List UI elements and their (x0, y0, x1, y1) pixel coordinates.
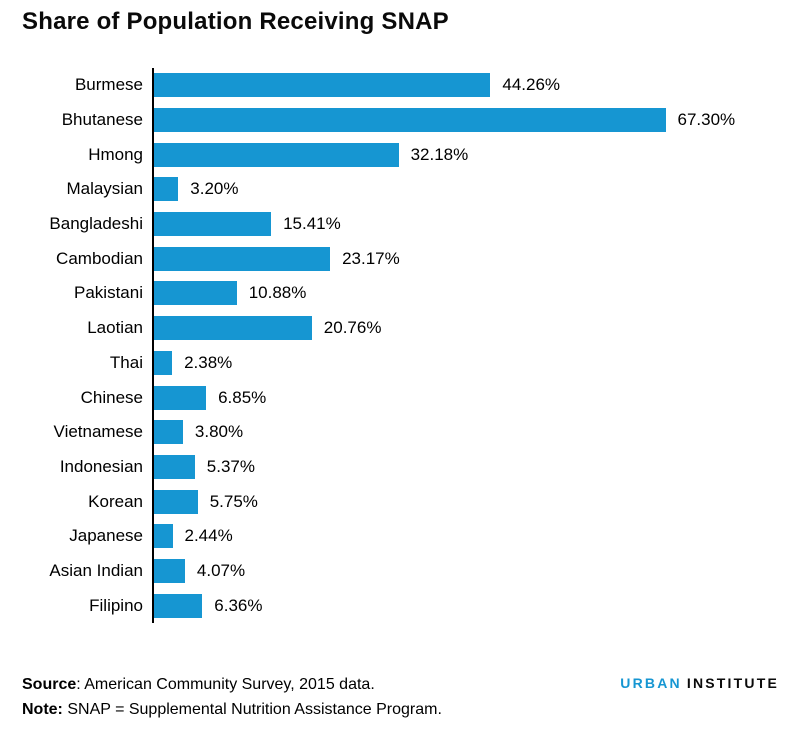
note-label: Note: (22, 701, 63, 718)
value-label: 67.30% (677, 110, 736, 130)
chart-row: Bhutanese 67.30% (22, 102, 778, 138)
value-label: 20.76% (323, 318, 382, 338)
note-text: SNAP = Supplemental Nutrition Assistance… (62, 701, 442, 718)
logo-urban: URBAN (620, 675, 682, 691)
category-label: Malaysian (66, 179, 143, 199)
value-label: 3.20% (190, 179, 239, 199)
category-label: Pakistani (74, 283, 143, 303)
chart-row: Asian Indian 4.07% (22, 553, 778, 589)
value-label: 2.38% (184, 352, 233, 372)
source-text: : American Community Survey, 2015 data. (76, 676, 375, 693)
footer-notes: Source: American Community Survey, 2015 … (22, 672, 442, 722)
chart-row: Thai 2.38% (22, 345, 778, 381)
value-label: 5.75% (209, 491, 258, 511)
urban-institute-logo: URBAN INSTITUTE (620, 675, 779, 691)
category-label: Laotian (87, 318, 143, 338)
category-label: Bhutanese (61, 110, 143, 130)
logo-institute: INSTITUTE (686, 675, 779, 691)
chart-row: Japanese 2.44% (22, 518, 778, 554)
category-label: Burmese (74, 75, 143, 95)
category-label: Japanese (69, 526, 143, 546)
bar-cell: 3.80% (152, 414, 778, 450)
chart-row: Malaysian 3.20% (22, 172, 778, 207)
category-label: Vietnamese (53, 422, 143, 442)
bar-cell: 6.85% (152, 380, 778, 415)
chart-row: Pakistani 10.88% (22, 276, 778, 311)
bar-cell: 15.41% (152, 206, 778, 242)
bar-cell: 44.26% (152, 68, 778, 103)
bar (154, 420, 183, 445)
category-label: Filipino (89, 595, 143, 615)
chart-row: Laotian 20.76% (22, 310, 778, 346)
category-label: Asian Indian (49, 560, 143, 580)
category-label: Hmong (88, 144, 143, 164)
category-label: Bangladeshi (49, 214, 143, 234)
chart-row: Burmese 44.26% (22, 68, 778, 103)
chart-row: Vietnamese 3.80% (22, 414, 778, 450)
category-label: Korean (88, 491, 143, 511)
bar (154, 593, 203, 618)
bar (154, 524, 173, 549)
category-label: Indonesian (59, 456, 143, 476)
value-label: 15.41% (283, 214, 341, 234)
bar-cell: 4.07% (152, 553, 778, 589)
chart-row: Korean 5.75% (22, 484, 778, 519)
source-line: Source: American Community Survey, 2015 … (22, 672, 442, 697)
value-label: 6.85% (218, 387, 267, 407)
bar (154, 316, 312, 341)
value-label: 23.17% (342, 248, 400, 268)
value-label: 5.37% (206, 456, 255, 476)
chart-row: Indonesian 5.37% (22, 449, 778, 485)
value-label: 2.44% (184, 526, 233, 546)
bar (154, 558, 185, 583)
bar-cell: 32.18% (152, 137, 778, 173)
bar-chart: Burmese 44.26% Bhutanese 67.30% Hmong 32… (22, 68, 778, 623)
source-label: Source (22, 676, 77, 693)
value-label: 4.07% (196, 560, 246, 580)
bar (154, 454, 195, 479)
value-label: 10.88% (248, 283, 307, 303)
bar-cell: 3.20% (152, 172, 778, 207)
bar (154, 246, 331, 271)
bar-cell: 5.37% (152, 449, 778, 485)
chart-row: Cambodian 23.17% (22, 241, 778, 277)
chart-title: Share of Population Receiving SNAP (22, 8, 449, 35)
bar-cell: 23.17% (152, 241, 778, 277)
bar (154, 489, 198, 514)
bar (154, 108, 666, 133)
category-label: Thai (109, 352, 143, 372)
bar (154, 142, 399, 167)
category-label: Chinese (80, 387, 143, 407)
value-label: 32.18% (410, 144, 469, 164)
value-label: 44.26% (502, 75, 561, 95)
value-label: 3.80% (194, 422, 244, 442)
bar-cell: 20.76% (152, 310, 778, 346)
category-label: Cambodian (56, 248, 143, 268)
chart-row: Chinese 6.85% (22, 380, 778, 415)
bar (154, 385, 207, 410)
chart-row: Bangladeshi 15.41% (22, 206, 778, 242)
bar-cell: 67.30% (152, 102, 778, 138)
value-label: 6.36% (214, 595, 263, 615)
bar (154, 177, 179, 202)
bar-cell: 5.75% (152, 484, 778, 519)
bar-cell: 6.36% (152, 588, 778, 623)
bar (154, 212, 272, 237)
bar-cell: 10.88% (152, 276, 778, 311)
bar-cell: 2.44% (152, 518, 778, 554)
note-line: Note: SNAP = Supplemental Nutrition Assi… (22, 697, 442, 722)
bar-cell: 2.38% (152, 345, 778, 381)
bar (154, 350, 173, 375)
chart-row: Filipino 6.36% (22, 588, 778, 623)
bar (154, 73, 491, 98)
bar (154, 281, 237, 306)
chart-row: Hmong 32.18% (22, 137, 778, 173)
